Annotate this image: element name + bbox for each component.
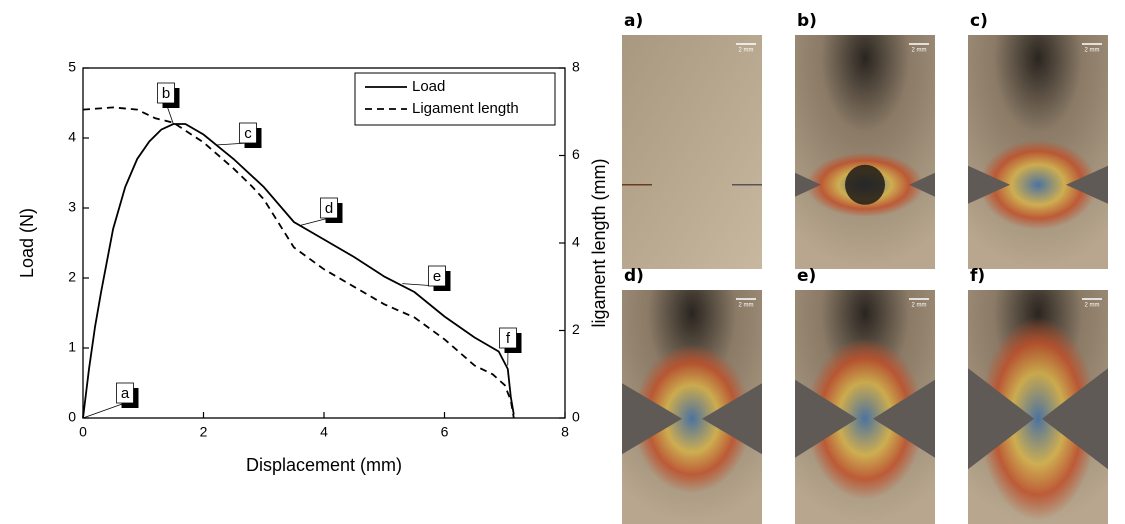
panel-photo [795, 35, 935, 269]
panel-photo [622, 35, 762, 269]
scale-text: 2 mm [1085, 303, 1100, 309]
y-tick-label: 0 [68, 409, 76, 425]
panel-photo [622, 290, 762, 524]
scale-text: 2 mm [739, 303, 754, 309]
y2-tick-label: 8 [572, 59, 580, 75]
x-tick-label: 0 [79, 424, 87, 440]
legend-label: Load [412, 78, 445, 95]
legend-label: Ligament length [412, 100, 519, 117]
scale-text: 2 mm [1085, 48, 1100, 54]
figure: Displacement (mm) Load (N) ligament leng… [0, 0, 1125, 524]
scale-text: 2 mm [739, 48, 754, 54]
panel-label: f) [970, 266, 985, 286]
y-tick-label: 5 [68, 59, 76, 75]
panel-photo [795, 290, 935, 524]
y2-tick-label: 4 [572, 234, 580, 250]
annotation-leader [83, 403, 125, 418]
annotation-text: d [325, 200, 333, 217]
photo-bg [622, 35, 762, 269]
panel-label: d) [624, 266, 644, 286]
panel-label: e) [797, 266, 816, 286]
y-axis-title: Load (N) [17, 208, 37, 278]
series-line [83, 107, 514, 418]
y-tick-label: 4 [68, 129, 76, 145]
annotation-text: c [244, 125, 252, 142]
scale-text: 2 mm [912, 303, 927, 309]
y-tick-label: 1 [68, 339, 76, 355]
x-tick-label: 4 [320, 424, 328, 440]
y-tick-label: 3 [68, 199, 76, 215]
panel-photo [968, 35, 1108, 269]
y-tick-label: 2 [68, 269, 76, 285]
photo-bg [795, 35, 935, 269]
x-tick-label: 6 [441, 424, 449, 440]
panel-label: c) [970, 11, 988, 31]
y2-tick-label: 0 [572, 409, 580, 425]
panel-photo [968, 290, 1108, 524]
dark-spot [845, 165, 885, 205]
annotation-leader [300, 218, 329, 226]
x-tick-label: 8 [561, 424, 569, 440]
x-tick-label: 2 [200, 424, 208, 440]
x-axis-title: Displacement (mm) [246, 455, 402, 475]
y2-axis-title: ligament length (mm) [589, 158, 609, 327]
scale-text: 2 mm [912, 48, 927, 54]
panel-label: b) [797, 11, 817, 31]
y2-tick-label: 6 [572, 146, 580, 162]
y2-tick-label: 2 [572, 321, 580, 337]
annotation-text: b [162, 85, 170, 102]
panel-label: a) [624, 11, 643, 31]
annotation-text: e [433, 268, 441, 285]
annotation-text: a [121, 385, 130, 402]
